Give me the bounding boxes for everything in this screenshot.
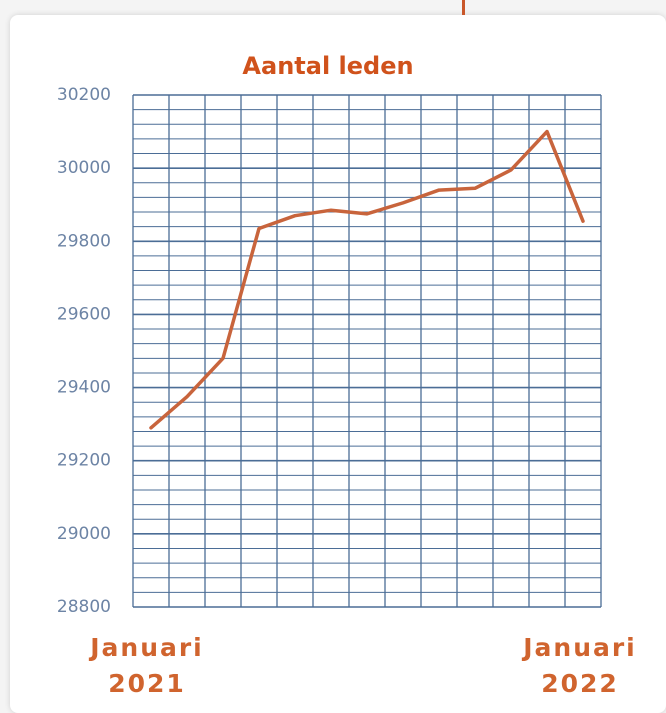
- y-tick-label: 29200: [57, 451, 111, 471]
- x-tick-label: Januari 2022: [523, 633, 637, 698]
- card: [10, 15, 666, 713]
- y-tick-label: 30200: [57, 85, 111, 105]
- y-tick-label: 30000: [57, 158, 111, 178]
- chart-title: Aantal leden: [242, 52, 413, 80]
- divider: [462, 0, 465, 15]
- y-tick-label: 29400: [57, 378, 111, 398]
- x-tick-label: Januari 2021: [90, 633, 204, 698]
- y-tick-label: 29600: [57, 304, 111, 324]
- line: [149, 129, 585, 430]
- y-tick-label: 29000: [57, 524, 111, 544]
- y-tick-label: 29800: [57, 231, 111, 251]
- y-tick-label: 28800: [57, 597, 111, 617]
